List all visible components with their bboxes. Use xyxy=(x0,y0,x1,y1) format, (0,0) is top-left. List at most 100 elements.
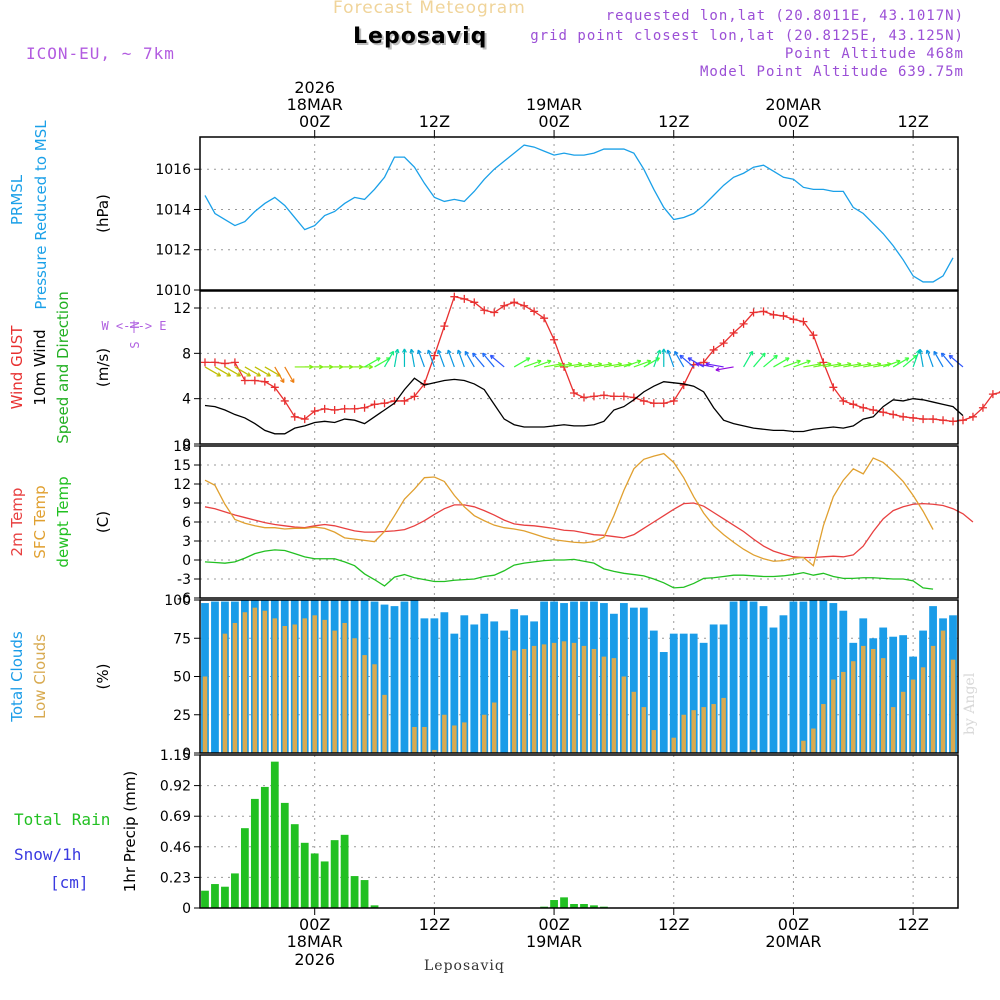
wind-gust-marker xyxy=(809,331,818,340)
wind-gust-marker xyxy=(889,410,898,419)
low-clouds-bar xyxy=(611,658,617,753)
wind-gust-marker xyxy=(649,399,658,408)
total-rain-bar xyxy=(350,876,359,908)
prmsl-line xyxy=(204,144,954,283)
wind-direction-arrow xyxy=(667,349,675,368)
low-clouds-bar xyxy=(801,740,806,753)
low-clouds-bar xyxy=(920,667,926,753)
wind-direction-arrow xyxy=(933,351,944,368)
wind-direction-arrow xyxy=(374,357,391,368)
wind-direction-arrow xyxy=(863,363,882,368)
wind-direction-arrow xyxy=(679,354,695,368)
y-tick-label: 12 xyxy=(173,301,191,317)
wind-gust-marker xyxy=(320,404,329,413)
wind-gust-marker xyxy=(589,392,598,401)
wind-gust-marker xyxy=(360,403,369,412)
total-clouds-bar xyxy=(809,600,818,753)
wind-gust-marker xyxy=(639,396,648,405)
wind-arrow-head xyxy=(896,359,901,365)
wind-gust-marker xyxy=(530,307,539,316)
wind-arrow-head xyxy=(695,361,700,367)
wind-arrow-head xyxy=(446,349,452,355)
panel-frame xyxy=(199,754,959,909)
low-clouds-bar xyxy=(950,659,956,753)
y-tick-label: 3 xyxy=(182,534,191,550)
low-clouds-bar xyxy=(521,648,527,753)
y-tick-label: 18 xyxy=(173,439,191,455)
wind-arrow-head xyxy=(687,357,693,362)
low-clouds-bar xyxy=(711,704,716,753)
wind-arrow-head xyxy=(376,357,381,362)
wind-gust-marker xyxy=(430,351,439,360)
wind-gust-marker xyxy=(609,392,618,401)
wind-arrow-head xyxy=(636,359,642,365)
wind-direction-arrow xyxy=(813,363,832,368)
low-clouds-bar xyxy=(352,638,357,753)
panel-clouds: 0 25 50 75 100 Total Clouds Low Clouds (%) xyxy=(8,593,959,762)
wind-arrow-head xyxy=(409,348,415,354)
wind-arrow-head xyxy=(918,348,923,354)
total-clouds-bar xyxy=(480,613,489,753)
footer-station: Leposaviq xyxy=(424,958,505,974)
total-rain-bar xyxy=(211,884,219,908)
total-rain-bar xyxy=(221,886,229,908)
wind-gust-marker xyxy=(570,389,579,397)
wind-gust-line xyxy=(204,295,1000,422)
dewpt-temp-line xyxy=(204,549,934,590)
total-rain-bar xyxy=(231,873,239,908)
total-rain-bar xyxy=(370,905,379,908)
wind-direction-arrow xyxy=(743,351,754,368)
wind-direction-arrow xyxy=(284,366,295,383)
wind-direction-arrow xyxy=(674,351,685,368)
wind-arrow-head xyxy=(482,352,487,358)
wind-arrow-head xyxy=(456,349,462,355)
total-rain-bar xyxy=(550,900,558,908)
wind-arrow-head xyxy=(216,372,222,377)
total-clouds-bar xyxy=(889,636,898,753)
time-label-hour: 00Z xyxy=(299,112,330,131)
wind-direction-arrow xyxy=(803,363,822,368)
low-clouds-bar xyxy=(851,661,856,753)
wind-arrow-head xyxy=(715,367,720,372)
wind-direction-arrow xyxy=(603,363,622,368)
y-tick-label: 8 xyxy=(182,346,191,362)
wind-gust-marker xyxy=(978,403,987,412)
wind-gust-marker xyxy=(659,399,668,408)
y-tick-label: 25 xyxy=(173,708,191,724)
low-clouds-bar xyxy=(900,691,906,753)
low-clouds-bar xyxy=(641,707,647,753)
time-label-year: 2026 xyxy=(294,78,335,97)
y-tick-label: 1012 xyxy=(155,243,191,259)
wind-direction-arrow xyxy=(274,366,285,383)
low-clouds-bar xyxy=(202,676,208,753)
total-clouds-bar xyxy=(629,607,638,753)
wind-direction-arrow xyxy=(447,349,455,368)
low-clouds-bar xyxy=(751,749,756,753)
total-clouds-bar xyxy=(440,612,449,753)
wind-gust-marker xyxy=(440,322,449,331)
panel-label: Wind GUST xyxy=(8,325,26,410)
total-clouds-bar xyxy=(400,601,409,753)
chart-title: Forecast Meteogram xyxy=(333,0,526,18)
wind-gust-marker xyxy=(260,377,269,386)
wind-arrow-head xyxy=(437,349,442,355)
low-clouds-bar xyxy=(422,726,427,753)
low-clouds-bar xyxy=(491,702,497,753)
wind-gust-marker xyxy=(410,392,419,401)
wind-direction-arrow xyxy=(833,363,852,368)
low-clouds-bar xyxy=(432,749,437,753)
panel-pressure: 1010 1012 1014 1016 PRMSL Pressure Reduced to… xyxy=(8,120,959,310)
wind-direction-arrow xyxy=(773,357,790,368)
y-tick-label: 0.69 xyxy=(160,809,191,825)
panel-label: Snow/1h xyxy=(14,845,81,864)
low-clouds-bar xyxy=(262,610,268,753)
low-clouds-bar xyxy=(601,656,607,753)
low-clouds-bar xyxy=(671,737,676,753)
total-clouds-bar xyxy=(639,607,648,753)
total-clouds-bar xyxy=(709,624,718,753)
y-tick-label: 0 xyxy=(182,437,191,453)
wind-direction-arrow xyxy=(902,354,918,368)
wind-gust-marker xyxy=(300,415,309,424)
wind-direction-arrow xyxy=(472,352,485,368)
low-clouds-bar xyxy=(322,619,327,753)
